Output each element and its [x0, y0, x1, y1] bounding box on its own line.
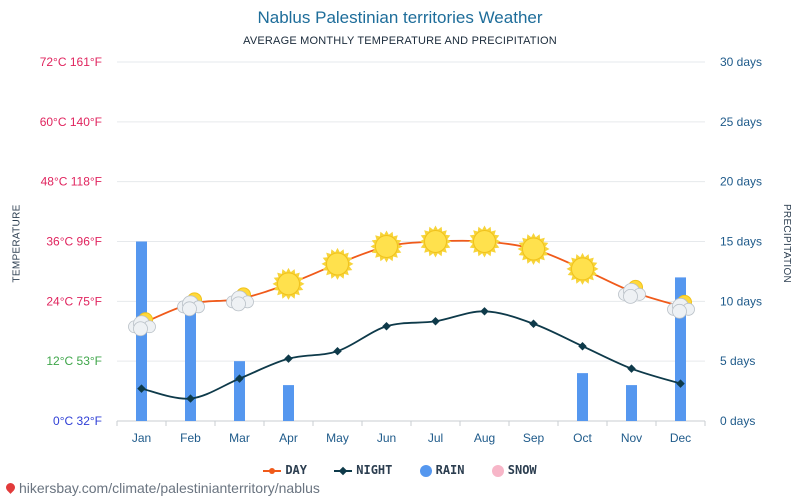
legend-snow-label: SNOW	[507, 463, 537, 477]
right-tick-label: 10 days	[720, 294, 762, 308]
x-tick-label: Feb	[180, 431, 201, 445]
night-point	[480, 307, 489, 316]
rain-bar	[234, 361, 245, 421]
x-tick-label: Sep	[523, 431, 545, 445]
sun-icon	[419, 225, 452, 258]
x-tick-label: Apr	[279, 431, 298, 445]
right-tick-label: 20 days	[720, 175, 762, 189]
sun-icon	[272, 267, 305, 300]
sun-icon	[321, 247, 354, 280]
x-tick-label: Oct	[573, 431, 592, 445]
legend-night-swatch	[334, 466, 353, 475]
right-tick-label: 5 days	[720, 354, 755, 368]
right-tick-label: 0 days	[720, 414, 755, 428]
left-tick-label: 0°C 32°F	[53, 414, 102, 428]
night-point	[431, 317, 440, 326]
rain-bar	[626, 385, 637, 421]
left-tick-label: 60°C 140°F	[40, 115, 102, 129]
map-pin-icon	[4, 481, 17, 494]
x-tick-label: Mar	[229, 431, 250, 445]
partly-cloudy-icon	[667, 294, 695, 319]
left-tick-label: 48°C 118°F	[41, 175, 102, 189]
rain-bar	[283, 385, 294, 421]
legend-snow-swatch	[491, 464, 504, 477]
left-tick-label: 12°C 53°F	[46, 354, 102, 368]
legend-day-swatch	[263, 467, 282, 474]
sun-icon	[370, 230, 403, 263]
rain-bar	[675, 277, 686, 421]
x-tick-label: Dec	[670, 431, 691, 445]
left-tick-label: 72°C 161°F	[40, 55, 102, 69]
sun-icon	[468, 225, 501, 258]
night-point	[382, 322, 391, 331]
partly-cloudy-icon	[128, 312, 156, 337]
night-point	[578, 341, 587, 351]
night-point	[627, 364, 636, 373]
source-link[interactable]: hikersbay.com/climate/palestinianterrito…	[4, 480, 320, 496]
night-line	[141, 310, 681, 400]
source-url: hikersbay.com/climate/palestinianterrito…	[19, 480, 320, 496]
sun-icon	[517, 233, 550, 265]
night-point	[529, 319, 538, 329]
legend-night-label: NIGHT	[356, 463, 393, 477]
night-point	[333, 346, 342, 356]
legend-item-night[interactable]: NIGHT	[334, 463, 392, 477]
right-tick-label: 15 days	[720, 235, 762, 249]
x-tick-label: Jan	[132, 431, 151, 445]
rain-bar	[185, 301, 196, 421]
partly-cloudy-icon	[618, 279, 646, 304]
chart-title: Nablus Palestinian territories Weather	[257, 8, 543, 27]
night-point	[137, 384, 146, 393]
legend-rain-label: RAIN	[435, 463, 465, 477]
left-tick-label: 36°C 96°F	[46, 235, 102, 249]
chart-subtitle: AVERAGE MONTHLY TEMPERATURE AND PRECIPIT…	[243, 35, 557, 47]
legend-rain-swatch	[419, 464, 432, 477]
x-tick-label: Jul	[428, 431, 443, 445]
partly-cloudy-icon	[226, 287, 254, 312]
right-tick-label: 30 days	[720, 55, 762, 69]
right-axis-title: PRECIPITATION	[780, 203, 792, 284]
x-tick-label: Aug	[474, 431, 495, 445]
rain-bar	[577, 373, 588, 421]
x-tick-label: Nov	[621, 431, 642, 445]
legend-item-snow[interactable]: SNOW	[491, 463, 537, 477]
legend-day-label: DAY	[285, 463, 308, 477]
night-point	[676, 379, 685, 388]
partly-cloudy-icon	[177, 292, 205, 317]
legend: DAY NIGHT RAIN SNOW	[0, 463, 800, 477]
x-tick-label: Jun	[377, 431, 396, 445]
night-point	[235, 374, 244, 383]
day-line	[141, 239, 681, 325]
legend-item-rain[interactable]: RAIN	[419, 463, 465, 477]
night-point	[284, 354, 293, 363]
x-tick-label: May	[326, 431, 349, 445]
right-tick-label: 25 days	[720, 115, 762, 129]
legend-item-day[interactable]: DAY	[263, 463, 307, 477]
left-axis-title: TEMPERATURE	[11, 204, 23, 283]
night-point	[186, 394, 195, 403]
left-tick-label: 24°C 75°F	[46, 294, 102, 308]
sun-icon	[566, 252, 599, 285]
